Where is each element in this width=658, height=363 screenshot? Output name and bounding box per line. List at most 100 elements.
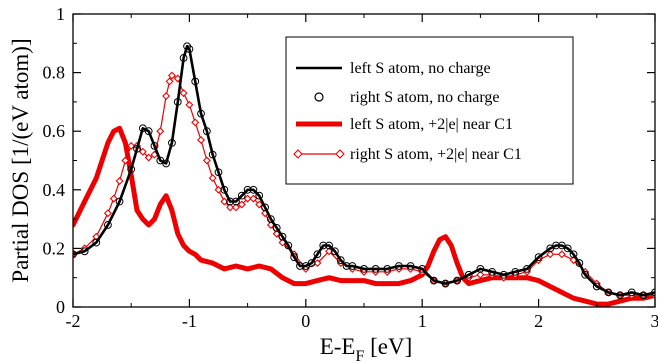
series-right-s-point — [173, 98, 182, 106]
x-axis-label: E-EF [eV] — [320, 334, 413, 363]
x-tick-label: 2 — [534, 311, 543, 331]
y-axis-label: Partial DOS [1/(eV atom)] — [8, 38, 33, 282]
series-right-s-charged-point — [156, 127, 165, 136]
plot-area — [73, 42, 655, 307]
series-right-s-charged-point — [92, 232, 101, 241]
y-tick-label: 1 — [56, 4, 65, 24]
series-right-s-charged-point — [103, 209, 112, 218]
series-right-s-charged-point — [237, 200, 246, 209]
series-right-s-point — [249, 185, 258, 194]
series-right-s-point — [383, 265, 392, 273]
series-right-s-point — [406, 262, 415, 270]
series-right-s-charged-point — [121, 156, 130, 165]
series-right-s-charged-point — [557, 250, 566, 259]
y-tick-label: 0.6 — [43, 121, 66, 141]
legend-swatch-right-s-charged-marker — [293, 149, 303, 159]
series-right-s-charged-point — [208, 174, 217, 183]
series-right-s-charged-point — [127, 141, 136, 150]
series-right-s-point — [202, 127, 211, 136]
series-right-s-charged-point — [202, 156, 211, 165]
series-right-s-point — [232, 197, 240, 206]
series-right-s-point — [552, 241, 560, 250]
y-tick-label: 0 — [56, 297, 65, 317]
series-right-s-point — [266, 215, 275, 224]
series-right-s-charged-point — [115, 177, 124, 185]
series-right-s-point — [243, 185, 252, 194]
series-right-s-point — [296, 262, 304, 270]
series-right-s-point — [220, 185, 229, 194]
series-right-s-point — [395, 262, 403, 270]
series-right-s-charged-point — [249, 194, 258, 203]
series-right-s-point — [616, 291, 624, 300]
series-right-s-point — [592, 282, 601, 291]
legend-swatch-right-s-charged-marker — [335, 149, 345, 159]
legend-label: right S atom, no charge — [350, 89, 499, 106]
series-right-s-point — [208, 150, 217, 159]
x-tick-label: 3 — [651, 311, 658, 331]
series-right-s-charged-point — [231, 203, 240, 212]
series-right-s-point — [563, 244, 572, 253]
legend: left S atom, no charge right S atom, no c… — [285, 36, 574, 185]
series-right-s-point — [226, 197, 235, 206]
y-tick-label: 0.2 — [43, 238, 66, 258]
series-right-s-charged-point — [167, 71, 176, 80]
series-right-s-point — [162, 159, 171, 168]
series-right-s-point — [488, 267, 496, 276]
series-right-s-point — [255, 191, 264, 200]
series-right-s-charged-point — [255, 200, 264, 209]
series-right-s-point — [261, 203, 269, 212]
series-right-s-charged-point — [109, 194, 118, 203]
series-left-s-charged-line — [73, 125, 655, 307]
x-tick-label: -1 — [182, 311, 197, 331]
series-right-s-point — [150, 141, 159, 150]
series-right-s-point — [441, 279, 450, 288]
series-right-s-charged-point — [546, 250, 555, 259]
series-right-s-point — [348, 262, 357, 270]
y-tick-label: 0.8 — [43, 63, 66, 83]
series-right-s-point — [73, 250, 77, 259]
series-right-s-charged-point — [197, 136, 206, 144]
series-right-s-point — [627, 288, 636, 297]
series-right-s-point — [127, 165, 136, 174]
y-tick-label: 0.4 — [43, 180, 66, 200]
series-right-s-point — [325, 241, 333, 250]
series-right-s-point — [429, 276, 438, 285]
series-right-s-point — [278, 232, 287, 241]
series-right-s-point — [185, 45, 194, 54]
series-right-s-point — [534, 253, 543, 262]
series-right-s-point — [581, 270, 590, 279]
series-right-s-point — [639, 291, 648, 300]
series-right-s-charged-point — [179, 89, 188, 98]
series-right-s-point — [331, 247, 339, 256]
series-right-s-point — [575, 259, 584, 267]
series-right-s-charged-point — [162, 92, 171, 101]
series-right-s-point — [168, 139, 176, 147]
series-right-s-point — [92, 238, 101, 247]
series-right-s-point — [476, 265, 485, 273]
x-axis-label-unit: [eV] — [364, 334, 412, 359]
series-right-s-point — [371, 265, 380, 273]
series-right-s-point — [464, 270, 473, 279]
series-right-s-point — [272, 223, 281, 232]
series-right-s-charged-point — [243, 194, 252, 203]
series-right-s-point — [336, 256, 345, 265]
x-axis-label-main: E-E — [320, 334, 356, 359]
series-right-s-charged-point — [165, 77, 174, 86]
series-right-s-point — [342, 262, 351, 270]
x-tick-label: -2 — [66, 311, 81, 331]
series-right-s-point — [319, 241, 328, 250]
legend-swatch-right-s — [314, 92, 324, 102]
legend-label: right S atom, +2|e| near C1 — [350, 146, 522, 163]
series-right-s-point — [313, 250, 322, 259]
legend-label: left S atom, +2|e| near C1 — [350, 116, 513, 133]
x-tick-label: 1 — [418, 311, 427, 331]
series-right-s-charged-point — [191, 118, 200, 127]
series-right-s-charged-point — [144, 153, 153, 162]
series-right-s-point — [237, 191, 246, 200]
series-right-s-point — [197, 109, 205, 118]
series-right-s-charged-point — [138, 147, 147, 156]
series-right-s-point — [453, 276, 462, 285]
series-right-s-point — [307, 259, 316, 267]
series-right-s-point — [569, 250, 578, 259]
